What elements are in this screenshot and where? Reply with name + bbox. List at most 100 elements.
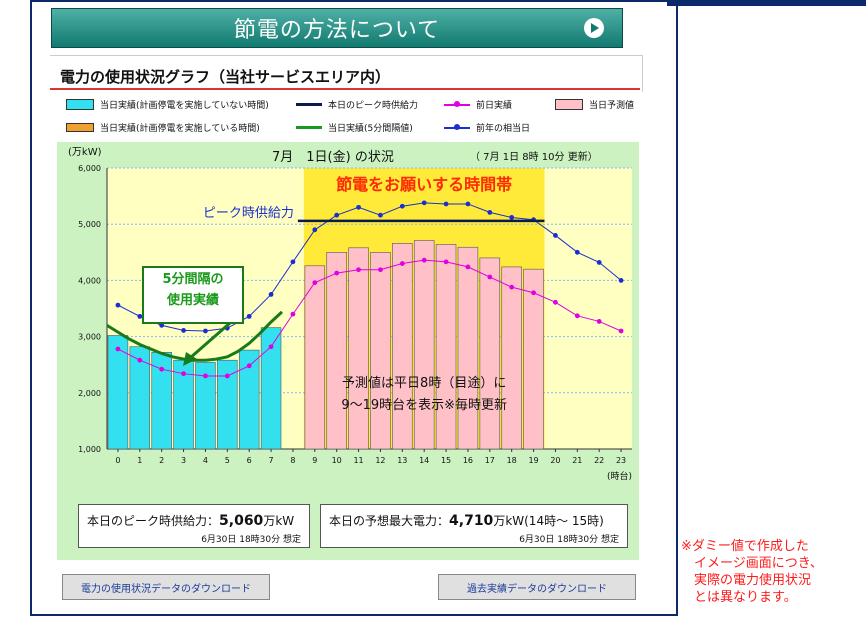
x-tick-label: 20 [550,456,560,465]
series-point [334,212,340,218]
forecast-max-unit: 万kW(14時～ 15時) [493,514,604,528]
bar [370,252,391,450]
series-point [290,311,296,317]
bar [392,243,413,450]
bar [501,266,522,450]
x-tick-label: 13 [397,456,407,465]
series-point [137,313,143,319]
peak-supply-label: ピーク時供給力 [203,206,294,221]
series-point [159,366,165,372]
series-point [465,264,471,270]
legend-label: 当日予測値 [589,101,635,111]
bar [457,246,479,450]
x-tick-label: 10 [332,456,342,465]
series-point [574,313,580,319]
legend-label: 当日実績(5分間隔値) [328,124,413,134]
series-point [487,209,493,215]
chart-update-time: （ 7月 1日 8時 10分 更新） [470,152,598,163]
peak-supply-unit: 万kW [263,514,295,528]
y-tick-label: 6,000 [78,164,101,173]
forecast-max-box: 本日の予想最大電力：4,710万kW(14時～ 15時) 6月30日 18時30… [320,504,628,548]
series-point [356,204,361,210]
legend-swatch-prev-day-icon [444,100,470,107]
x-axis-label: (時台) [607,470,632,482]
x-tick-label: 23 [616,456,626,465]
legend-swatch-prev-year-icon [444,123,470,130]
peak-supply-label: 本日のピーク時供給力： [87,514,220,528]
series-point [596,260,602,265]
forecast-max-text: 本日の予想最大電力：4,710万kW(14時～ 15時) [329,512,604,529]
five-min-callout [142,266,244,324]
content-frame [30,0,678,616]
legend-swatch-forecast-icon [555,99,583,110]
series-point [203,328,208,334]
series-point [421,257,427,263]
legend-label: 前日実績 [476,101,513,111]
legend-swatch-actual-icon [66,99,94,110]
x-tick-label: 22 [594,456,604,465]
series-point [443,201,449,207]
series-line [117,202,622,332]
x-tick-label: 14 [419,456,429,465]
legend-peak-supply: 本日のピーク時供給力 [296,98,418,111]
series-point [378,212,383,218]
x-tick-label: 12 [375,456,385,465]
x-tick-label: 19 [528,456,538,465]
series-line [117,259,622,377]
legend-prev-year: 前年の相当日 [444,121,530,134]
series-point [268,292,274,297]
legend-prev-day: 前日実績 [444,98,512,111]
x-tick-label: 17 [485,456,495,465]
x-tick-label: 1 [137,456,142,465]
x-tick-label: 2 [159,456,164,465]
peak-supply-note: 6月30日 18時30分 想定 [201,535,301,545]
x-tick-label: 4 [203,456,208,465]
header-title: 節電の方法について [233,18,441,43]
x-tick-label: 5 [225,456,230,465]
usage-download-button[interactable]: 電力の使用状況データのダウンロード [62,574,270,600]
y-tick-label: 5,000 [78,220,101,229]
y-tick-label: 3,000 [78,333,101,342]
legend-five-min: 当日実績(5分間隔値) [296,121,413,134]
series-point [378,267,383,273]
past-download-button[interactable]: 過去実績データのダウンロード [438,574,636,600]
legend-swatch-five-min-icon [296,126,322,129]
five-min-arrow [189,321,231,360]
saving-band-label: 節電をお願いする時間帯 [335,175,512,194]
bar [413,240,435,450]
legend-label: 前年の相当日 [476,124,531,134]
forecast-max-note: 6月30日 18時30分 想定 [519,535,619,545]
peak-supply-text: 本日のピーク時供給力：5,060万kW [87,512,294,529]
x-tick-label: 6 [247,456,252,465]
x-tick-label: 21 [572,456,582,465]
peak-supply-box: 本日のピーク時供給力：5,060万kW 6月30日 18時30分 想定 [78,504,310,548]
series-point [509,215,515,220]
top-bar [0,0,866,6]
bar [479,257,501,450]
x-tick-label: 3 [181,456,186,465]
play-icon[interactable] [584,18,604,38]
legend-label: 当日実績(計画停電を実施していない時間) [100,101,269,111]
series-point [115,302,121,308]
forecast-max-label: 本日の予想最大電力： [329,514,450,528]
series-point [618,278,624,283]
series-point [399,261,405,266]
series-point [531,290,536,296]
header-banner[interactable]: 節電の方法について [51,8,623,48]
section-underline [50,88,640,90]
series-point [159,322,165,328]
series-point [421,200,427,206]
legend-swatch-outage-icon [66,123,94,132]
series-point [574,249,580,255]
series-point [290,259,296,265]
series-point [465,201,471,207]
section-box [50,55,643,92]
x-tick-label: 0 [115,456,120,465]
y-tick-label: 1,000 [78,445,101,454]
series-point [312,280,318,286]
x-tick-label: 18 [507,456,517,465]
forecast-note-text: 9～19時台を表示※毎時更新 [341,397,507,413]
x-tick-label: 11 [353,456,363,465]
legend-swatch-peak-icon [296,103,322,106]
series-point [618,328,624,334]
